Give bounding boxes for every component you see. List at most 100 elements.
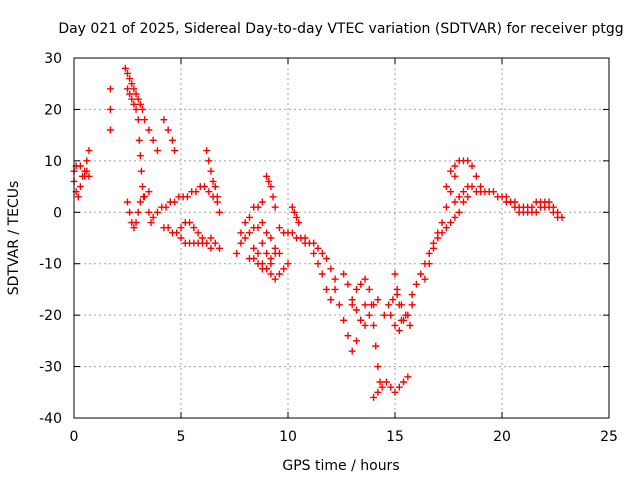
data-point: [344, 332, 352, 340]
data-point: [301, 234, 309, 242]
data-point: [340, 316, 348, 324]
data-point: [367, 301, 375, 309]
data-point: [352, 337, 360, 345]
data-point: [310, 249, 318, 257]
data-point: [425, 249, 433, 257]
data-point: [378, 383, 386, 391]
data-point: [357, 280, 365, 288]
data-point: [216, 208, 224, 216]
data-point: [145, 126, 153, 134]
data-point: [447, 167, 455, 175]
data-point: [263, 265, 271, 273]
data-point: [340, 270, 348, 278]
data-point: [136, 100, 144, 108]
data-point: [331, 275, 339, 283]
data-point: [145, 188, 153, 196]
data-point: [138, 105, 146, 113]
data-point: [447, 188, 455, 196]
data-point: [126, 90, 134, 98]
data-point: [271, 275, 279, 283]
data-point: [380, 311, 388, 319]
data-point: [314, 260, 322, 268]
data-point: [258, 219, 266, 227]
data-point: [132, 219, 140, 227]
data-point: [132, 105, 140, 113]
data-point: [438, 219, 446, 227]
data-point: [344, 280, 352, 288]
data-point: [209, 177, 217, 185]
data-point: [190, 224, 198, 232]
data-point: [271, 203, 279, 211]
data-point: [213, 193, 221, 201]
data-point: [464, 193, 472, 201]
data-point: [442, 203, 450, 211]
y-tick-label: 0: [53, 205, 62, 221]
data-point: [76, 183, 84, 191]
data-point: [137, 167, 145, 175]
data-point: [130, 100, 138, 108]
data-point: [124, 198, 131, 206]
data-point: [387, 311, 395, 319]
x-tick-label: 20: [493, 429, 511, 445]
data-point: [205, 188, 213, 196]
data-point: [385, 301, 393, 309]
data-point: [267, 183, 275, 191]
data-point: [203, 239, 211, 247]
data-point: [323, 285, 331, 293]
data-point: [203, 147, 211, 155]
chart-title: Day 021 of 2025, Sidereal Day-to-day VTE…: [58, 21, 623, 37]
data-point: [451, 198, 459, 206]
data-point: [258, 239, 266, 247]
data-point: [288, 203, 296, 211]
data-point: [507, 198, 515, 206]
data-point: [141, 193, 149, 201]
data-point: [318, 270, 326, 278]
data-point: [216, 244, 224, 252]
data-point: [121, 64, 129, 72]
data-point: [395, 301, 403, 309]
data-point: [382, 378, 390, 386]
data-point: [254, 260, 262, 268]
data-point: [442, 224, 450, 232]
data-point: [365, 285, 373, 293]
data-point: [136, 152, 144, 160]
data-point: [205, 157, 213, 165]
data-point: [207, 167, 215, 175]
data-point: [417, 270, 425, 278]
data-point: [464, 157, 472, 165]
data-point: [372, 342, 380, 350]
data-point: [267, 234, 275, 242]
data-point: [412, 280, 420, 288]
data-point: [293, 213, 301, 221]
data-point: [374, 388, 382, 396]
data-point: [361, 275, 369, 283]
data-point: [168, 136, 176, 144]
data-point: [275, 224, 283, 232]
y-tick-label: -30: [39, 360, 62, 376]
data-point: [160, 116, 168, 124]
data-point: [275, 270, 283, 278]
data-point: [85, 147, 93, 155]
data-point: [128, 80, 136, 88]
data-point: [135, 136, 143, 144]
y-tick-label: 30: [44, 51, 62, 67]
data-point: [106, 85, 114, 93]
data-point: [430, 244, 438, 252]
data-point: [348, 301, 356, 309]
data-point: [126, 75, 134, 83]
y-axis-label: SDTVAR / TECUs: [6, 181, 22, 296]
data-point: [192, 188, 200, 196]
data-point: [201, 183, 209, 191]
y-tick-label: 10: [44, 154, 62, 170]
data-point: [271, 244, 279, 252]
data-point: [254, 224, 262, 232]
data-point: [370, 321, 378, 329]
data-point: [451, 172, 459, 180]
data-point: [136, 198, 144, 206]
y-tick-label: -20: [39, 308, 62, 324]
data-point: [233, 249, 241, 257]
data-point: [434, 234, 442, 242]
x-tick-label: 0: [70, 429, 79, 445]
data-point: [126, 208, 134, 216]
